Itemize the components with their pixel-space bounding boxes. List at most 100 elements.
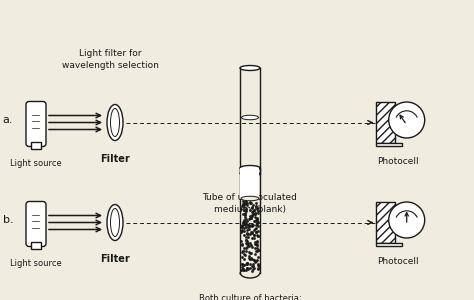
Point <box>239 249 247 254</box>
Point <box>251 246 258 250</box>
Point <box>241 204 248 209</box>
Point <box>255 262 262 266</box>
Point <box>246 256 254 261</box>
Point <box>239 262 247 267</box>
Bar <box>31 142 41 148</box>
Circle shape <box>389 202 425 238</box>
Point <box>239 219 247 224</box>
Point <box>245 256 253 261</box>
Point <box>255 255 262 260</box>
Bar <box>31 242 41 248</box>
Point <box>249 230 256 235</box>
Point <box>238 223 246 227</box>
Point <box>248 205 255 210</box>
Point <box>240 268 247 273</box>
Point <box>254 233 261 238</box>
Point <box>238 265 246 270</box>
Point <box>248 236 256 241</box>
Ellipse shape <box>107 104 123 140</box>
Point <box>242 211 249 216</box>
Point <box>238 204 246 208</box>
Point <box>249 267 257 272</box>
Point <box>252 229 260 234</box>
Circle shape <box>389 102 425 138</box>
Point <box>250 266 258 271</box>
Point <box>246 251 254 256</box>
Bar <box>376 142 402 146</box>
Point <box>238 225 246 230</box>
Point <box>242 268 249 272</box>
Point <box>242 206 250 211</box>
Point <box>253 218 261 223</box>
Point <box>251 211 259 216</box>
Point <box>241 219 248 224</box>
Point <box>247 215 255 220</box>
Point <box>249 212 257 216</box>
Point <box>251 251 259 256</box>
Point <box>238 262 246 267</box>
Point <box>237 239 245 244</box>
Text: a.: a. <box>2 115 13 125</box>
Point <box>247 216 255 221</box>
Point <box>246 227 253 232</box>
Point <box>239 202 246 207</box>
Point <box>241 253 249 257</box>
Point <box>246 266 254 270</box>
Point <box>242 216 249 221</box>
Point <box>244 267 252 272</box>
Point <box>237 224 245 229</box>
Point <box>254 238 261 243</box>
Point <box>244 242 251 247</box>
Point <box>241 201 249 206</box>
Point <box>255 248 263 253</box>
Point <box>246 250 253 255</box>
Point <box>244 219 251 224</box>
Point <box>254 265 262 270</box>
Point <box>254 242 261 247</box>
Point <box>243 242 251 247</box>
Point <box>239 267 246 272</box>
Point <box>240 219 247 224</box>
Point <box>252 259 260 263</box>
Point <box>250 228 258 232</box>
Ellipse shape <box>110 208 119 236</box>
Point <box>250 208 258 212</box>
Point <box>245 253 253 258</box>
Point <box>250 219 257 224</box>
Point <box>250 236 258 240</box>
Point <box>251 215 259 220</box>
Point <box>253 248 261 253</box>
Ellipse shape <box>110 109 119 136</box>
Point <box>250 232 257 237</box>
Point <box>240 252 248 256</box>
Text: Tube of uninoculated
medium (blank): Tube of uninoculated medium (blank) <box>202 194 298 214</box>
Point <box>253 246 261 251</box>
Point <box>242 235 249 240</box>
Point <box>246 257 254 262</box>
Point <box>241 215 249 220</box>
Point <box>245 232 252 237</box>
Point <box>248 212 256 217</box>
Point <box>241 220 249 225</box>
Point <box>238 228 246 232</box>
Point <box>239 212 247 217</box>
Point <box>247 243 255 248</box>
Point <box>249 231 256 236</box>
Point <box>251 212 259 217</box>
Point <box>251 260 259 264</box>
Point <box>239 198 246 203</box>
Point <box>239 202 247 207</box>
Point <box>246 241 254 245</box>
Point <box>254 229 261 234</box>
Point <box>249 263 256 268</box>
Point <box>252 217 259 222</box>
Point <box>246 232 254 236</box>
Point <box>248 224 256 228</box>
Point <box>249 261 257 266</box>
Point <box>238 224 246 229</box>
Point <box>254 234 262 239</box>
Point <box>241 256 248 261</box>
Text: Light filter for
wavelength selection: Light filter for wavelength selection <box>62 49 158 70</box>
Text: Photocell: Photocell <box>377 157 419 166</box>
Point <box>255 234 262 239</box>
